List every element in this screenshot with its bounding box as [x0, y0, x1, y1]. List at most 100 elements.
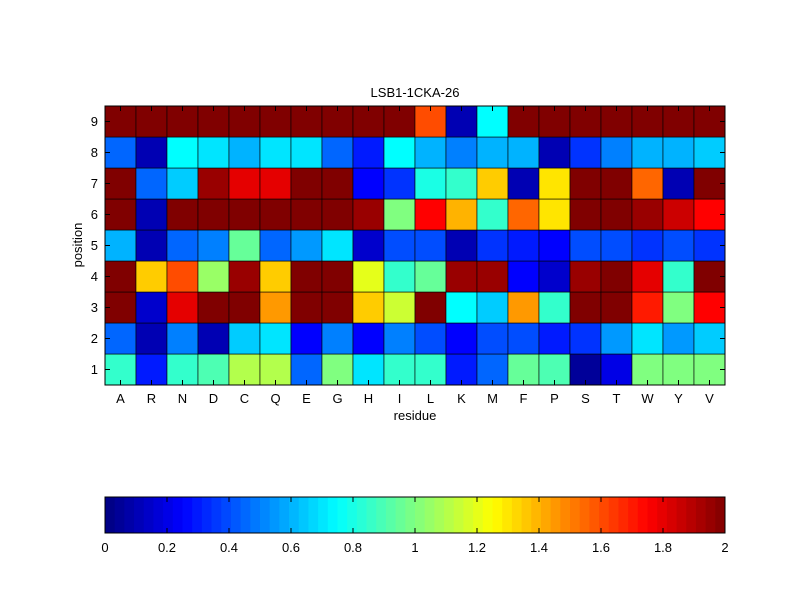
heatmap-cell-6-R [135, 198, 168, 231]
colorbar-step [463, 497, 474, 533]
heatmap-cell-2-K [445, 322, 478, 355]
colorbar-tick-label: 0.8 [344, 540, 362, 555]
heatmap-cell-5-R [135, 229, 168, 262]
heatmap-cell-3-M [476, 291, 509, 324]
colorbar-step [289, 497, 300, 533]
colorbar-step [134, 497, 145, 533]
colorbar-step [279, 497, 290, 533]
heatmap-cell-4-G [321, 260, 354, 293]
heatmap-cell-6-H [352, 198, 385, 231]
heatmap-cell-3-I [383, 291, 416, 324]
heatmap-cell-8-R [135, 136, 168, 169]
colorbar-step [318, 497, 329, 533]
colorbar-step [415, 497, 426, 533]
x-tick-label: G [332, 391, 342, 406]
heatmap-cell-8-S [569, 136, 602, 169]
x-axis-label: residue [394, 408, 437, 423]
heatmap-cell-7-Y [662, 167, 695, 200]
heatmap-cell-8-D [197, 136, 230, 169]
heatmap-cell-9-A [104, 105, 137, 138]
colorbar-step [376, 497, 387, 533]
heatmap-cell-8-N [166, 136, 199, 169]
colorbar-step [560, 497, 571, 533]
colorbar-step [715, 497, 726, 533]
colorbar-step [550, 497, 561, 533]
y-tick-label: 7 [91, 176, 98, 191]
heatmap-cell-5-C [228, 229, 261, 262]
colorbar-step [511, 497, 522, 533]
x-tick-label: D [209, 391, 218, 406]
colorbar-step [143, 497, 154, 533]
heatmap-cell-1-Y [662, 353, 695, 386]
heatmap-cell-7-W [631, 167, 664, 200]
y-tick-label: 3 [91, 300, 98, 315]
colorbar-step [482, 497, 493, 533]
colorbar-step [250, 497, 261, 533]
heatmap-cell-3-W [631, 291, 664, 324]
heatmap-cell-7-D [197, 167, 230, 200]
colorbar-step [637, 497, 648, 533]
heatmap-cell-2-W [631, 322, 664, 355]
y-tick-label: 1 [91, 362, 98, 377]
colorbar-step [540, 497, 552, 533]
heatmap-cell-9-W [631, 105, 664, 138]
heatmap-cell-8-M [476, 136, 509, 169]
heatmap-cell-3-N [166, 291, 199, 324]
heatmap-cell-8-Q [259, 136, 292, 169]
colorbar-step [337, 497, 348, 533]
heatmap-cell-7-L [414, 167, 447, 200]
heatmap-cell-1-N [166, 353, 199, 386]
heatmap-cell-6-D [197, 198, 230, 231]
x-tick-label: R [147, 391, 156, 406]
heatmap-cell-3-E [290, 291, 323, 324]
heatmap-cell-4-W [631, 260, 664, 293]
heatmap-cell-4-V [693, 260, 726, 293]
heatmap-cell-3-C [228, 291, 261, 324]
colorbar-step [570, 497, 581, 533]
heatmap-cell-8-F [507, 136, 540, 169]
y-tick-label: 5 [91, 238, 98, 253]
heatmap-cell-4-H [352, 260, 385, 293]
heatmap-cell-3-T [600, 291, 633, 324]
colorbar-step [201, 497, 212, 533]
colorbar-tick-label: 1.2 [468, 540, 486, 555]
colorbar-step [676, 497, 687, 533]
heatmap-cell-6-Y [662, 198, 695, 231]
colorbar-tick-label: 1.8 [654, 540, 672, 555]
y-tick-label: 9 [91, 114, 98, 129]
heatmap-cell-4-L [414, 260, 447, 293]
x-tick-label: M [487, 391, 498, 406]
colorbar-step [385, 497, 397, 533]
colorbar [105, 497, 726, 533]
heatmap-cell-7-M [476, 167, 509, 200]
heatmap-cell-6-M [476, 198, 509, 231]
heatmap-cell-1-W [631, 353, 664, 386]
heatmap-cell-4-Q [259, 260, 292, 293]
colorbar-step [444, 497, 455, 533]
heatmap-cell-8-H [352, 136, 385, 169]
heatmap-cell-7-F [507, 167, 540, 200]
heatmap-cell-6-E [290, 198, 323, 231]
heatmap-cell-2-Q [259, 322, 292, 355]
colorbar-step [492, 497, 503, 533]
heatmap-cell-9-Y [662, 105, 695, 138]
x-tick-label: L [427, 391, 434, 406]
y-tick-label: 8 [91, 145, 98, 160]
x-tick-label: W [641, 391, 654, 406]
heatmap-cell-4-P [538, 260, 571, 293]
colorbar-step [356, 497, 367, 533]
heatmap-cell-2-C [228, 322, 261, 355]
heatmap-cell-5-Y [662, 229, 695, 262]
heatmap-cell-2-T [600, 322, 633, 355]
heatmap-cell-6-F [507, 198, 540, 231]
heatmap-cell-2-G [321, 322, 354, 355]
x-tick-label: E [302, 391, 311, 406]
colorbar-step [182, 497, 193, 533]
heatmap-cell-7-I [383, 167, 416, 200]
chart-title: LSB1-1CKA-26 [371, 85, 460, 100]
heatmap-cell-9-K [445, 105, 478, 138]
heatmap-cell-6-A [104, 198, 137, 231]
heatmap-cell-4-N [166, 260, 199, 293]
heatmap-cell-1-P [538, 353, 571, 386]
colorbar-tick-label: 1.4 [530, 540, 548, 555]
